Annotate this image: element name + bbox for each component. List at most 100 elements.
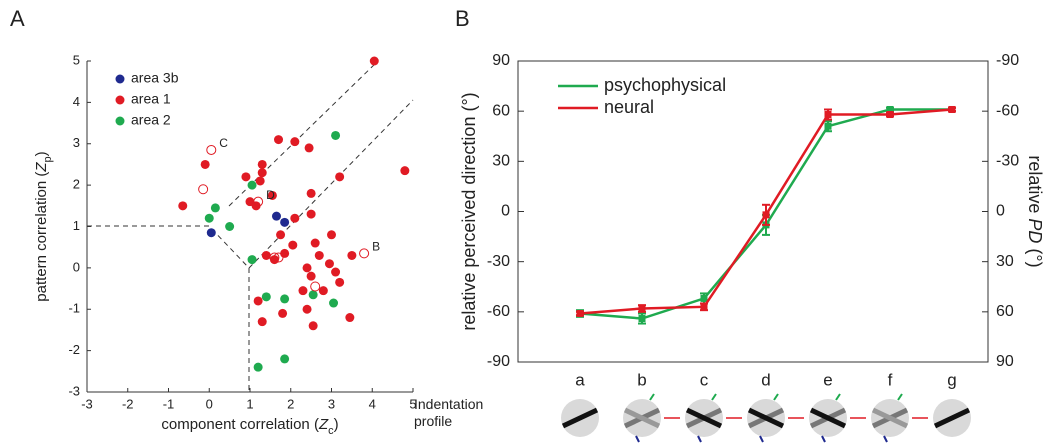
scatter-point <box>290 137 300 147</box>
y-tick-label: -1 <box>68 301 80 316</box>
y-tick-label: 90 <box>492 52 510 69</box>
indentation-bar <box>623 407 661 429</box>
y-tick-label: -90 <box>487 353 510 370</box>
scatter-point <box>276 230 286 240</box>
motion-arrow <box>759 435 764 443</box>
x-tick-label: a <box>575 370 585 389</box>
point-marker <box>824 111 832 119</box>
motion-arrow <box>821 435 826 443</box>
scatter-point <box>310 238 320 248</box>
axis-label-part: PD <box>1025 218 1045 243</box>
y2-tick-label: 60 <box>996 303 1014 320</box>
indentation-bar <box>933 407 971 429</box>
y-axis-label: pattern correlation (Zp) <box>33 151 54 301</box>
scatter-point <box>302 304 312 314</box>
legend-marker <box>115 116 125 126</box>
x-tick-label: 4 <box>369 396 376 411</box>
x-tick-label: -3 <box>81 396 93 411</box>
y-tick-label: -3 <box>68 383 80 398</box>
panel-label: B <box>455 6 470 31</box>
scatter-point <box>271 211 281 221</box>
boundary <box>228 60 379 207</box>
axis-label-part: ) <box>334 416 339 433</box>
x-tick-label: f <box>888 370 893 389</box>
profile-label: Indentation profile <box>414 396 483 429</box>
axis-label-part: relative <box>1025 155 1045 218</box>
legend-marker <box>115 74 125 84</box>
scatter-point <box>306 209 316 219</box>
legend-label: area 3b <box>131 70 179 86</box>
scatter-point <box>347 250 357 260</box>
y2-axis-label: relative PD (°) <box>1025 155 1045 267</box>
motion-arrow <box>697 435 702 443</box>
scatter-point <box>241 172 251 182</box>
scatter-point <box>278 308 288 318</box>
scatter-point <box>274 135 284 145</box>
y-tick-label: 4 <box>73 94 80 109</box>
scatter-point <box>210 203 220 213</box>
point-marker <box>700 294 708 302</box>
y-tick-label: 30 <box>492 153 510 170</box>
scatter-point <box>261 250 271 260</box>
point-marker <box>886 105 894 113</box>
y-tick-label: 60 <box>492 102 510 119</box>
scatter-point <box>369 56 379 66</box>
scatter-point <box>290 213 300 223</box>
axis-label-part: Z <box>318 416 329 433</box>
x-tick-label: e <box>823 370 832 389</box>
open-point <box>310 281 321 292</box>
y-tick-label: 1 <box>73 218 80 233</box>
axis-label-part: Z <box>33 162 50 173</box>
axis-label-part: p <box>42 156 54 162</box>
motion-arrow <box>883 435 888 443</box>
y2-tick-label: -60 <box>996 102 1019 119</box>
scatter-point <box>308 290 318 300</box>
boundary <box>248 99 414 269</box>
scatter-point <box>329 298 339 308</box>
x-tick-label: 3 <box>328 396 335 411</box>
motion-arrow <box>649 393 655 401</box>
scatter-point <box>331 267 341 277</box>
legend-marker <box>115 95 125 105</box>
point-marker <box>576 310 584 318</box>
scatter-point <box>255 176 265 186</box>
x-tick-label: -2 <box>122 396 134 411</box>
legend-label: area 2 <box>131 112 171 128</box>
scatter-point <box>306 188 316 198</box>
open-point <box>206 144 217 155</box>
motion-arrow <box>711 393 717 401</box>
motion-arrow <box>897 393 903 401</box>
profile-label-line: Indentation <box>414 396 483 412</box>
scatter-point <box>200 159 210 169</box>
point-marker <box>886 111 894 119</box>
indentation-bar <box>561 407 599 429</box>
scatter-point <box>280 248 290 258</box>
x-tick-label: 0 <box>206 396 213 411</box>
plot-frame <box>517 60 989 363</box>
motion-arrow <box>635 435 640 443</box>
y2-tick-label: -30 <box>996 153 1019 170</box>
indentation-bar <box>685 407 723 429</box>
scatter-point <box>257 317 267 327</box>
x-tick-label: b <box>637 370 646 389</box>
scatter-point <box>288 240 298 250</box>
legend-label: neural <box>604 97 654 117</box>
y-tick-label: 0 <box>501 203 510 220</box>
x-tick-label: 1 <box>246 396 253 411</box>
scatter-point <box>327 230 336 240</box>
legend-label: area 1 <box>131 91 171 107</box>
x-tick-label: 2 <box>287 396 294 411</box>
profile-label-line: profile <box>414 413 452 429</box>
axis-label-part: component correlation ( <box>161 416 319 433</box>
point-marker <box>948 105 956 113</box>
y-tick-label: 3 <box>73 135 80 150</box>
point-label: B <box>372 240 380 254</box>
open-point <box>198 184 209 195</box>
point-marker <box>638 315 646 323</box>
axis-label-part: pattern correlation ( <box>33 172 50 302</box>
scatter-point <box>318 286 328 296</box>
scatter-point <box>280 294 290 304</box>
scatter-point <box>345 313 355 323</box>
scatter-point <box>302 263 312 273</box>
